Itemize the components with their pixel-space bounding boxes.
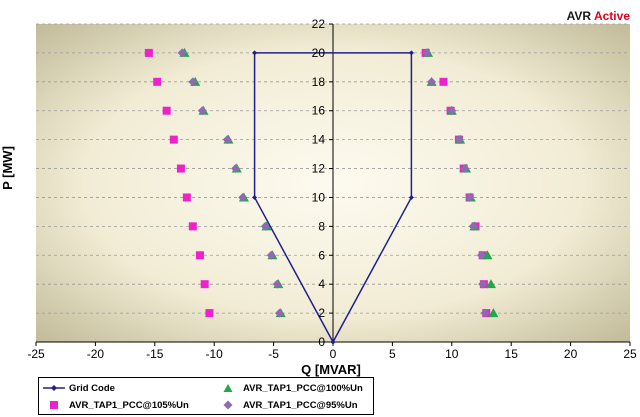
legend-label: AVR_TAP1_PCC@100%Un [243, 382, 363, 394]
data-point [222, 135, 232, 145]
x-tick-label: 10 [445, 347, 459, 361]
y-tick-label: 0 [318, 335, 325, 349]
data-point [447, 106, 457, 116]
series-avr-tap1-pcc-95-un [177, 48, 490, 318]
x-tick-label: 15 [505, 347, 519, 361]
y-tick-label: 8 [318, 219, 325, 233]
data-point [454, 135, 464, 145]
triangle-icon [223, 384, 233, 392]
data-point [260, 221, 270, 231]
data-point [195, 251, 204, 260]
avr-status-value: Active [593, 9, 630, 23]
data-point [238, 192, 248, 202]
x-axis-title: Q [MVAR] [301, 362, 361, 377]
x-tick-label: -20 [87, 347, 105, 361]
series-layer [144, 47, 499, 345]
tick-labels: -25 -20 -15 -10 -5 0 5 10 15 20 25 0 2 4 6 8 10 12 14 16 18 2… [27, 17, 637, 361]
data-point [266, 250, 276, 260]
x-tick-label: 0 [330, 347, 337, 361]
grid-code-point [408, 194, 414, 200]
data-point [460, 164, 470, 174]
x-tick-label: 5 [389, 347, 396, 361]
square-icon [50, 401, 58, 409]
data-point [153, 77, 162, 86]
data-point [439, 77, 448, 86]
data-point [478, 279, 488, 289]
line-diamond-icon [43, 385, 65, 391]
data-point [205, 309, 214, 318]
data-point [188, 77, 198, 87]
legend-item-grid-code: Grid Code [43, 380, 115, 396]
data-point [468, 221, 478, 231]
x-tick-label: -15 [146, 347, 164, 361]
y-tick-label: 14 [312, 133, 326, 147]
y-tick-label: 12 [312, 162, 326, 176]
data-point [465, 192, 475, 202]
avr-status: AVR Active [567, 9, 630, 23]
data-point [182, 193, 191, 202]
grid-code-line [253, 52, 413, 343]
y-tick-label: 18 [312, 75, 326, 89]
data-point [480, 308, 490, 318]
legend-label: AVR_TAP1_PCC@105%Un [69, 399, 189, 411]
data-point [275, 308, 285, 318]
grid-code-point [330, 339, 336, 345]
grid-code-point [408, 50, 414, 56]
legend-label: Grid Code [69, 382, 115, 394]
data-point [482, 250, 493, 260]
data-point [488, 308, 499, 318]
diamond-icon [223, 400, 233, 410]
grid-code-point [252, 194, 258, 200]
avr-status-label: AVR [566, 9, 592, 23]
data-point [231, 164, 241, 174]
x-tick-label: 20 [564, 347, 578, 361]
data-point [486, 279, 497, 289]
legend: Grid Code AVR_TAP1_PCC@100%Un AVR_TAP1_P… [38, 377, 374, 415]
series-grid-code [252, 50, 414, 345]
x-tick-label: 25 [623, 347, 637, 361]
y-axis-title: P [MW] [0, 146, 15, 190]
x-tick-label: -10 [206, 347, 224, 361]
legend-item-95-un: AVR_TAP1_PCC@95%Un [217, 397, 358, 413]
y-tick-label: 2 [318, 306, 325, 320]
y-tick-label: 22 [312, 17, 326, 31]
data-point [200, 280, 209, 289]
x-tick-label: -25 [27, 347, 45, 361]
y-tick-label: 20 [312, 46, 326, 60]
legend-item-100-un: AVR_TAP1_PCC@100%Un [217, 380, 363, 396]
grid-code-point [252, 50, 258, 56]
data-point [177, 48, 187, 58]
y-tick-label: 16 [312, 104, 326, 118]
data-point [477, 250, 486, 260]
data-point [188, 222, 197, 231]
data-point [169, 135, 178, 144]
y-tick-label: 6 [318, 248, 325, 262]
data-point [176, 164, 185, 173]
data-point [144, 48, 153, 57]
data-point [272, 279, 282, 289]
legend-item-105-un: AVR_TAP1_PCC@105%Un [43, 397, 189, 413]
data-point [162, 106, 171, 115]
y-tick-label: 4 [318, 277, 325, 291]
y-tick-label: 10 [312, 190, 326, 204]
data-point [422, 48, 432, 58]
x-tick-label: -5 [268, 347, 279, 361]
data-point [197, 106, 207, 116]
legend-label: AVR_TAP1_PCC@95%Un [243, 399, 358, 411]
data-point [427, 77, 437, 87]
